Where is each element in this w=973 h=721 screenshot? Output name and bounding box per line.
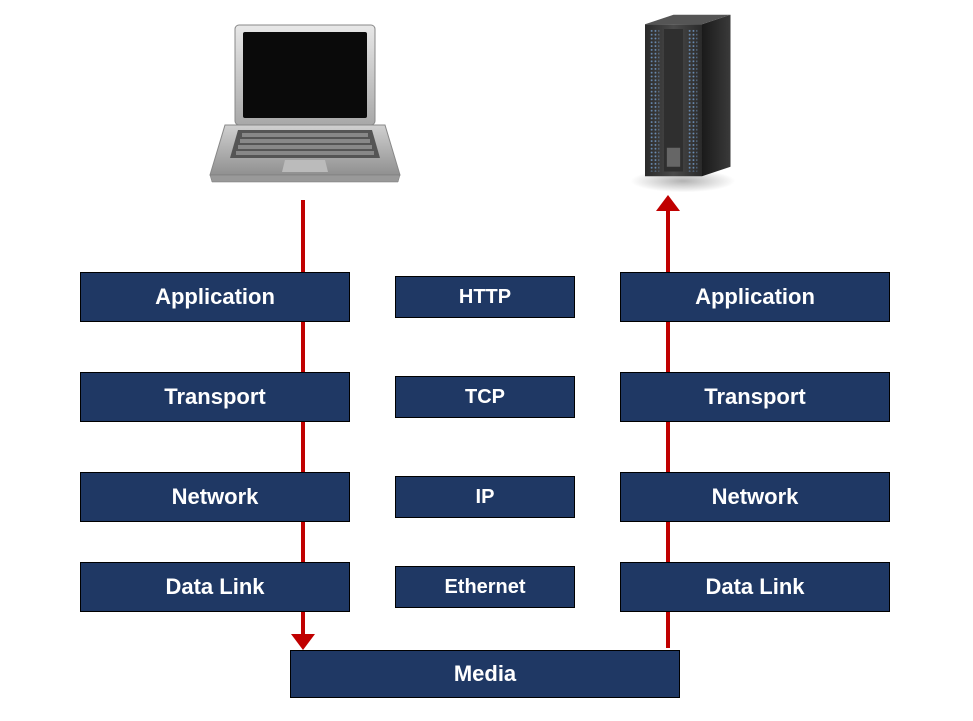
right-layer-application-label: Application [695, 284, 815, 310]
media-box-label: Media [454, 661, 516, 687]
media-box: Media [290, 650, 680, 698]
left-layer-network: Network [80, 472, 350, 522]
right-layer-transport-label: Transport [704, 384, 805, 410]
right-layer-datalink-label: Data Link [705, 574, 804, 600]
left-layer-transport: Transport [80, 372, 350, 422]
protocol-tcp-label: TCP [465, 386, 505, 409]
laptop-icon [200, 20, 410, 195]
right-layer-network: Network [620, 472, 890, 522]
right-layer-application: Application [620, 272, 890, 322]
protocol-http-label: HTTP [459, 286, 511, 309]
left-layer-network-label: Network [172, 484, 259, 510]
protocol-ethernet-label: Ethernet [444, 576, 525, 599]
right-layer-datalink: Data Link [620, 562, 890, 612]
left-layer-application-label: Application [155, 284, 275, 310]
left-layer-application: Application [80, 272, 350, 322]
protocol-ip-label: IP [476, 486, 495, 509]
left-layer-transport-label: Transport [164, 384, 265, 410]
protocol-http: HTTP [395, 276, 575, 318]
protocol-ip: IP [395, 476, 575, 518]
right-layer-network-label: Network [712, 484, 799, 510]
protocol-tcp: TCP [395, 376, 575, 418]
right-layer-transport: Transport [620, 372, 890, 422]
left-layer-datalink-label: Data Link [165, 574, 264, 600]
server-icon [608, 10, 758, 205]
protocol-ethernet: Ethernet [395, 566, 575, 608]
left-layer-datalink: Data Link [80, 562, 350, 612]
